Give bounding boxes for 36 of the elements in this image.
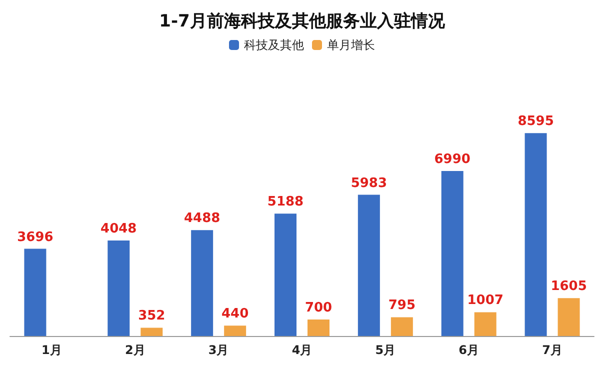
data-label: 5188	[267, 194, 304, 210]
bar	[191, 230, 214, 336]
x-tick-label: 2月	[124, 343, 146, 357]
chart-title: 1-7月前海科技及其他服务业入驻情况	[159, 12, 446, 32]
data-label: 440	[222, 306, 249, 322]
x-tick-label: 1月	[42, 343, 62, 357]
data-label: 795	[388, 298, 416, 314]
x-tick-label: 4月	[292, 343, 312, 357]
data-label: 1605	[550, 279, 587, 294]
data-label: 4048	[100, 221, 137, 236]
bar	[441, 171, 464, 336]
bar	[308, 319, 330, 336]
data-label: 4488	[184, 211, 220, 226]
bar	[140, 328, 163, 336]
x-tick-label: 5月	[375, 343, 396, 357]
bar	[274, 214, 296, 336]
data-label: 352	[138, 308, 166, 324]
legend-label: 科技及其他	[244, 38, 304, 52]
bar	[524, 133, 547, 336]
bar	[24, 248, 46, 336]
data-label: 3696	[17, 230, 54, 245]
bar	[390, 317, 413, 336]
data-label: 5983	[350, 176, 388, 191]
data-label: 700	[304, 300, 332, 316]
legend-label: 单月增长	[327, 38, 375, 52]
x-tick-label: 3月	[208, 343, 229, 357]
x-tick-label: 6月	[458, 343, 480, 357]
bar	[108, 240, 130, 336]
bar	[358, 194, 380, 336]
bar	[558, 298, 580, 336]
bar	[474, 312, 496, 336]
x-tick-label: 7月	[542, 343, 562, 357]
data-label: 8595	[518, 114, 554, 130]
bar	[224, 326, 246, 336]
data-label: 6990	[434, 152, 470, 168]
data-label: 1007	[467, 293, 504, 308]
